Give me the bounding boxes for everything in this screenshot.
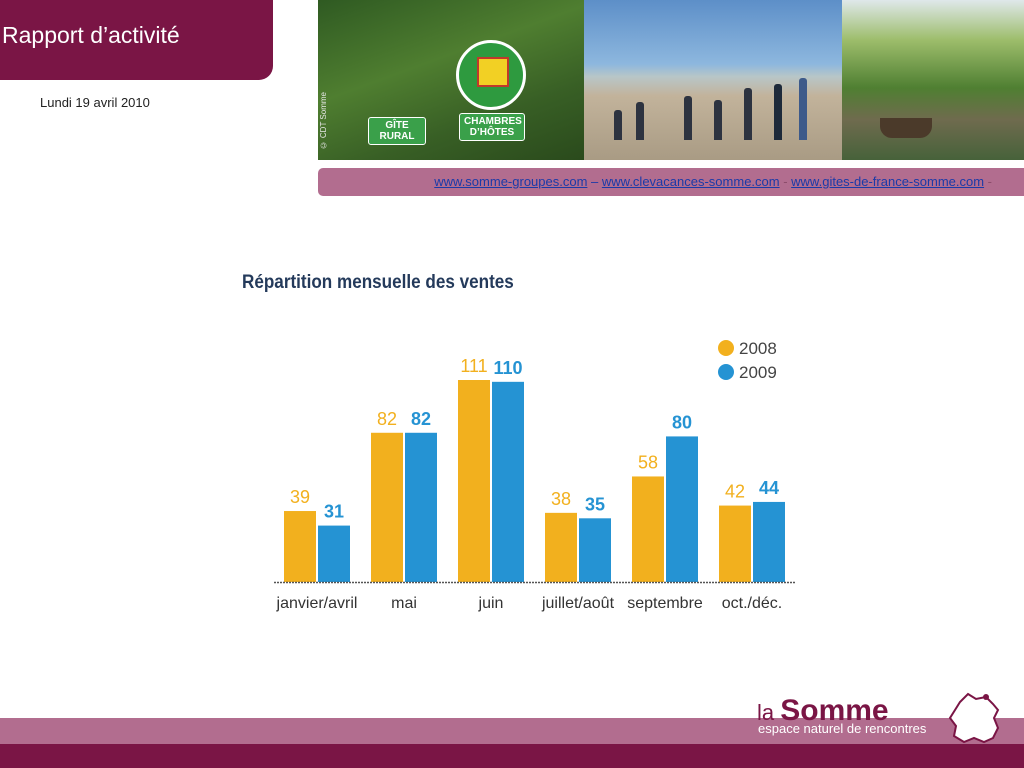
- bar-2008: [719, 505, 751, 582]
- link-clevacances[interactable]: www.clevacances-somme.com: [601, 174, 780, 189]
- link-somme-groupes[interactable]: www.somme-groupes.com: [434, 174, 588, 189]
- logo-tagline: espace naturel de rencontres: [758, 721, 927, 736]
- legend-label: 2009: [739, 363, 777, 382]
- data-label: 44: [759, 478, 779, 498]
- report-date: Lundi 19 avril 2010: [40, 95, 150, 110]
- photo-gites-sign: GÎTE RURAL CHAMBRES D’HÔTES © CDT Somme: [318, 0, 584, 160]
- gites-de-france-logo: [456, 40, 526, 110]
- bar-2009: [318, 525, 350, 582]
- data-label: 80: [672, 412, 692, 432]
- photo-river-boat: [842, 0, 1024, 160]
- house-icon: [477, 57, 509, 87]
- person-figure: [636, 102, 644, 140]
- data-label: 82: [411, 409, 431, 429]
- footer-band: [0, 718, 1024, 744]
- category-label: oct./déc.: [722, 595, 782, 612]
- legend-label: 2008: [739, 339, 777, 358]
- la-somme-logo: la Somme: [757, 694, 889, 728]
- person-figure: [774, 84, 782, 140]
- data-label: 31: [324, 502, 344, 522]
- legend-swatch: [718, 364, 734, 380]
- footer-dark-band: [0, 744, 1024, 768]
- bar-2008: [371, 432, 403, 582]
- boat: [880, 118, 932, 138]
- logo-name: Somme: [780, 694, 889, 727]
- photo-banner: GÎTE RURAL CHAMBRES D’HÔTES © CDT Somme: [318, 0, 1024, 160]
- category-label: mai: [391, 595, 417, 612]
- sign-chambres-hotes: CHAMBRES D’HÔTES: [459, 113, 525, 141]
- person-figure: [684, 96, 692, 140]
- data-label: 35: [585, 494, 605, 514]
- bar-2008: [632, 476, 664, 582]
- photo-beach-birdwatchers: [584, 0, 842, 160]
- link-gites-de-france[interactable]: www.gites-de-france-somme.com: [791, 174, 985, 189]
- data-label: 110: [493, 358, 522, 378]
- bar-2009: [492, 381, 524, 582]
- person-figure: [714, 100, 722, 140]
- title-tab: Rapport d’activité: [0, 0, 273, 80]
- data-label: 82: [377, 409, 397, 429]
- france-map-icon: [948, 692, 1000, 744]
- logo-prefix: la: [757, 700, 775, 725]
- page-title: Rapport d’activité: [2, 22, 180, 48]
- bar-2009: [405, 432, 437, 582]
- category-label: juillet/août: [541, 595, 615, 612]
- data-label: 42: [725, 482, 745, 502]
- category-label: janvier/avril: [276, 595, 358, 612]
- links-list: www.somme-groupes.com – www.clevacances-…: [434, 174, 992, 189]
- link-separator: -: [984, 174, 992, 189]
- data-label: 111: [460, 356, 487, 376]
- person-figure: [744, 88, 752, 140]
- category-label: juin: [478, 595, 504, 612]
- bar-2008: [284, 511, 316, 582]
- sign-gite-rural: GÎTE RURAL: [368, 117, 426, 145]
- data-label: 38: [551, 489, 571, 509]
- data-label: 39: [290, 487, 310, 507]
- bar-2009: [753, 501, 785, 582]
- link-separator: -: [779, 174, 792, 189]
- links-bar: www.somme-groupes.com – www.clevacances-…: [318, 168, 1024, 196]
- person-figure: [799, 78, 807, 140]
- data-label: 58: [638, 452, 658, 472]
- person-figure: [614, 110, 622, 140]
- bar-2009: [666, 436, 698, 582]
- bar-2008: [545, 512, 577, 582]
- chart-title: Répartition mensuelle des ventes: [242, 272, 514, 293]
- legend-swatch: [718, 340, 734, 356]
- category-label: septembre: [627, 595, 703, 612]
- bar-2009: [579, 518, 611, 582]
- link-separator: –: [587, 174, 602, 189]
- bar-2008: [458, 380, 490, 582]
